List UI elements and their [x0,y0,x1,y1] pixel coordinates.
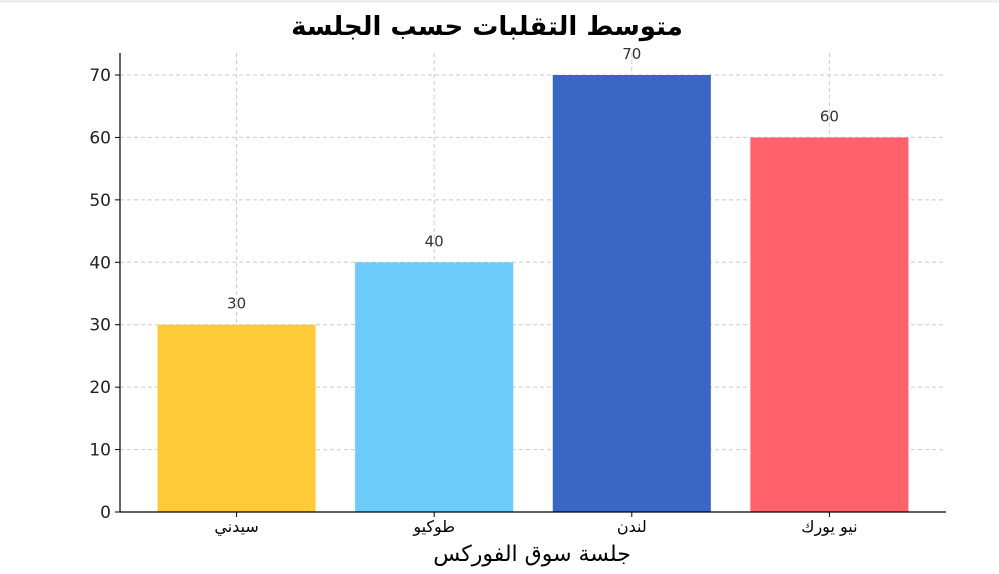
x-axis-label: جلسة سوق الفوركس [433,542,631,567]
top-border [0,0,999,3]
x-axis-ticks: سيدني طوكيو لندن نيو يورك [214,512,858,537]
x-tick-label: نيو يورك [801,517,857,537]
x-tick-label: لندن [617,517,647,536]
y-tick-label: 20 [89,378,111,398]
data-labels: 30 40 70 60 [227,45,839,313]
y-axis-ticks: 0 10 20 30 40 50 60 70 [89,66,120,523]
bars [157,75,909,512]
bar [157,324,316,512]
y-tick-label: 0 [100,503,111,523]
y-tick-label: 70 [89,66,111,86]
bar [552,75,711,512]
y-tick-label: 30 [89,316,111,336]
bar [355,262,514,512]
data-label: 40 [425,232,444,250]
y-tick-label: 40 [89,253,111,273]
data-label: 30 [227,295,246,313]
x-tick-label: سيدني [214,517,258,537]
y-tick-label: 50 [89,191,111,211]
data-label: 60 [820,107,839,125]
y-tick-label: 60 [89,128,111,148]
y-tick-label: 10 [89,441,111,461]
bar [750,137,909,512]
data-label: 70 [622,45,641,63]
x-tick-label: طوكيو [412,517,455,537]
chart-title: متوسط التقلبات حسب الجلسة [291,12,683,42]
